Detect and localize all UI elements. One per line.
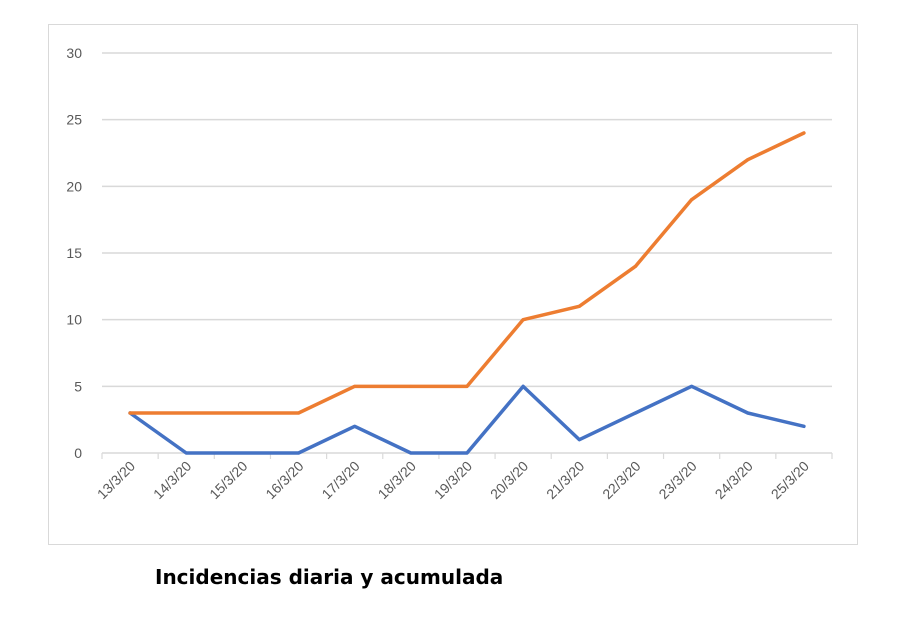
data-point-diaria (690, 384, 694, 388)
data-point-acumulada (521, 318, 525, 322)
x-tick-label: 22/3/20 (599, 458, 643, 502)
data-point-acumulada (240, 411, 244, 415)
x-tick-label: 17/3/20 (318, 458, 362, 502)
series-line-acumulada (128, 131, 806, 415)
data-point-diaria (240, 451, 244, 455)
x-tick-label: 24/3/20 (712, 458, 756, 502)
data-point-acumulada (746, 158, 750, 162)
data-point-acumulada (353, 384, 357, 388)
data-point-diaria (577, 438, 581, 442)
series-line-diaria (128, 384, 806, 455)
x-tick-label: 21/3/20 (543, 458, 587, 502)
data-point-acumulada (128, 411, 132, 415)
data-point-diaria (184, 451, 188, 455)
x-tick-label: 15/3/20 (206, 458, 250, 502)
x-tick-label: 14/3/20 (150, 458, 194, 502)
y-tick-label: 5 (74, 378, 82, 394)
y-tick-label: 10 (66, 312, 82, 328)
y-tick-label: 0 (74, 445, 82, 461)
data-point-diaria (465, 451, 469, 455)
y-tick-label: 25 (66, 112, 82, 128)
data-point-acumulada (802, 131, 806, 135)
x-tick-label: 13/3/20 (94, 458, 138, 502)
data-point-acumulada (184, 411, 188, 415)
x-tick-label: 16/3/20 (262, 458, 306, 502)
data-point-acumulada (409, 384, 413, 388)
x-tick-label: 19/3/20 (431, 458, 475, 502)
y-tick-label: 15 (66, 245, 82, 261)
data-point-acumulada (465, 384, 469, 388)
chart-frame (48, 24, 858, 545)
data-point-diaria (521, 384, 525, 388)
data-point-diaria (746, 411, 750, 415)
x-tick-label: 23/3/20 (655, 458, 699, 502)
data-point-diaria (353, 424, 357, 428)
data-point-acumulada (577, 304, 581, 308)
x-tick-label: 18/3/20 (375, 458, 419, 502)
chart-title: Incidencias diaria y acumulada (155, 565, 504, 589)
line-chart: 0 5 10 15 20 25 30 13/3/20 14/3/20 15/3/20 16/3/20… (66, 45, 833, 502)
data-point-acumulada (297, 411, 301, 415)
data-point-diaria (802, 424, 806, 428)
x-tick-label: 20/3/20 (487, 458, 531, 502)
data-point-diaria (409, 451, 413, 455)
data-point-diaria (633, 411, 637, 415)
data-point-acumulada (633, 264, 637, 268)
y-tick-label: 20 (66, 178, 82, 194)
data-point-diaria (297, 451, 301, 455)
y-tick-label: 30 (66, 45, 82, 61)
data-point-acumulada (690, 198, 694, 202)
x-tick-label: 25/3/20 (768, 458, 812, 502)
